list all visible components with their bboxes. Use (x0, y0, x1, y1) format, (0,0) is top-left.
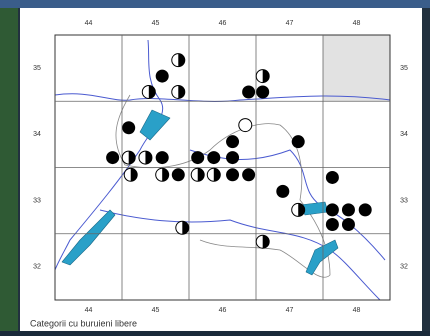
y-tick-label: 35 (400, 65, 408, 72)
record-half (292, 203, 305, 216)
record-filled (156, 151, 169, 164)
record-filled (122, 121, 135, 134)
y-tick-label: 32 (33, 264, 41, 271)
record-half (176, 221, 189, 234)
record-filled (256, 85, 269, 98)
x-tick-label: 44 (85, 307, 93, 314)
record-filled (342, 218, 355, 231)
record-filled (172, 168, 185, 181)
record-filled (207, 151, 220, 164)
record-filled (191, 151, 204, 164)
record-half (256, 235, 269, 248)
page: {"map": { "caption": "Categorii cu burui… (0, 0, 430, 331)
record-half (191, 168, 204, 181)
x-tick-label: 48 (353, 307, 361, 314)
record-half (139, 151, 152, 164)
record-filled (242, 85, 255, 98)
record-half (156, 168, 169, 181)
caption: Categorii cu buruieni libere (30, 318, 137, 328)
record-half (142, 85, 155, 98)
record-filled (326, 218, 339, 231)
record-half (207, 168, 220, 181)
record-half (172, 85, 185, 98)
x-tick-label: 47 (286, 307, 294, 314)
record-filled (106, 151, 119, 164)
record-filled (226, 135, 239, 148)
y-tick-label: 33 (33, 197, 41, 204)
x-tick-label: 46 (219, 20, 227, 27)
record-filled (226, 151, 239, 164)
record-filled (242, 168, 255, 181)
record-half (124, 168, 137, 181)
record-half (172, 54, 185, 67)
shaded-area (323, 35, 390, 101)
record-filled (342, 203, 355, 216)
photo-edge (0, 0, 18, 331)
record-filled (276, 185, 289, 198)
y-tick-label: 32 (400, 264, 408, 271)
y-tick-label: 33 (400, 197, 408, 204)
y-tick-label: 35 (33, 65, 41, 72)
x-tick-label: 45 (152, 307, 160, 314)
x-tick-label: 45 (152, 20, 160, 27)
record-half (122, 151, 135, 164)
record-filled (226, 168, 239, 181)
record-filled (359, 203, 372, 216)
record-half (256, 70, 269, 83)
photo-edge (0, 0, 430, 8)
y-tick-label: 34 (400, 131, 408, 138)
x-tick-label: 48 (353, 20, 361, 27)
y-tick-label: 34 (33, 131, 41, 138)
record-filled (326, 203, 339, 216)
record-filled (156, 70, 169, 83)
record-filled (292, 135, 305, 148)
x-tick-label: 46 (219, 307, 227, 314)
map-figure: Categorii cu buruieni libere 44 44 45 45 46 4… (0, 0, 430, 331)
record-open (239, 119, 252, 132)
x-tick-label: 44 (85, 20, 93, 27)
x-tick-label: 47 (286, 20, 294, 27)
record-filled (326, 171, 339, 184)
